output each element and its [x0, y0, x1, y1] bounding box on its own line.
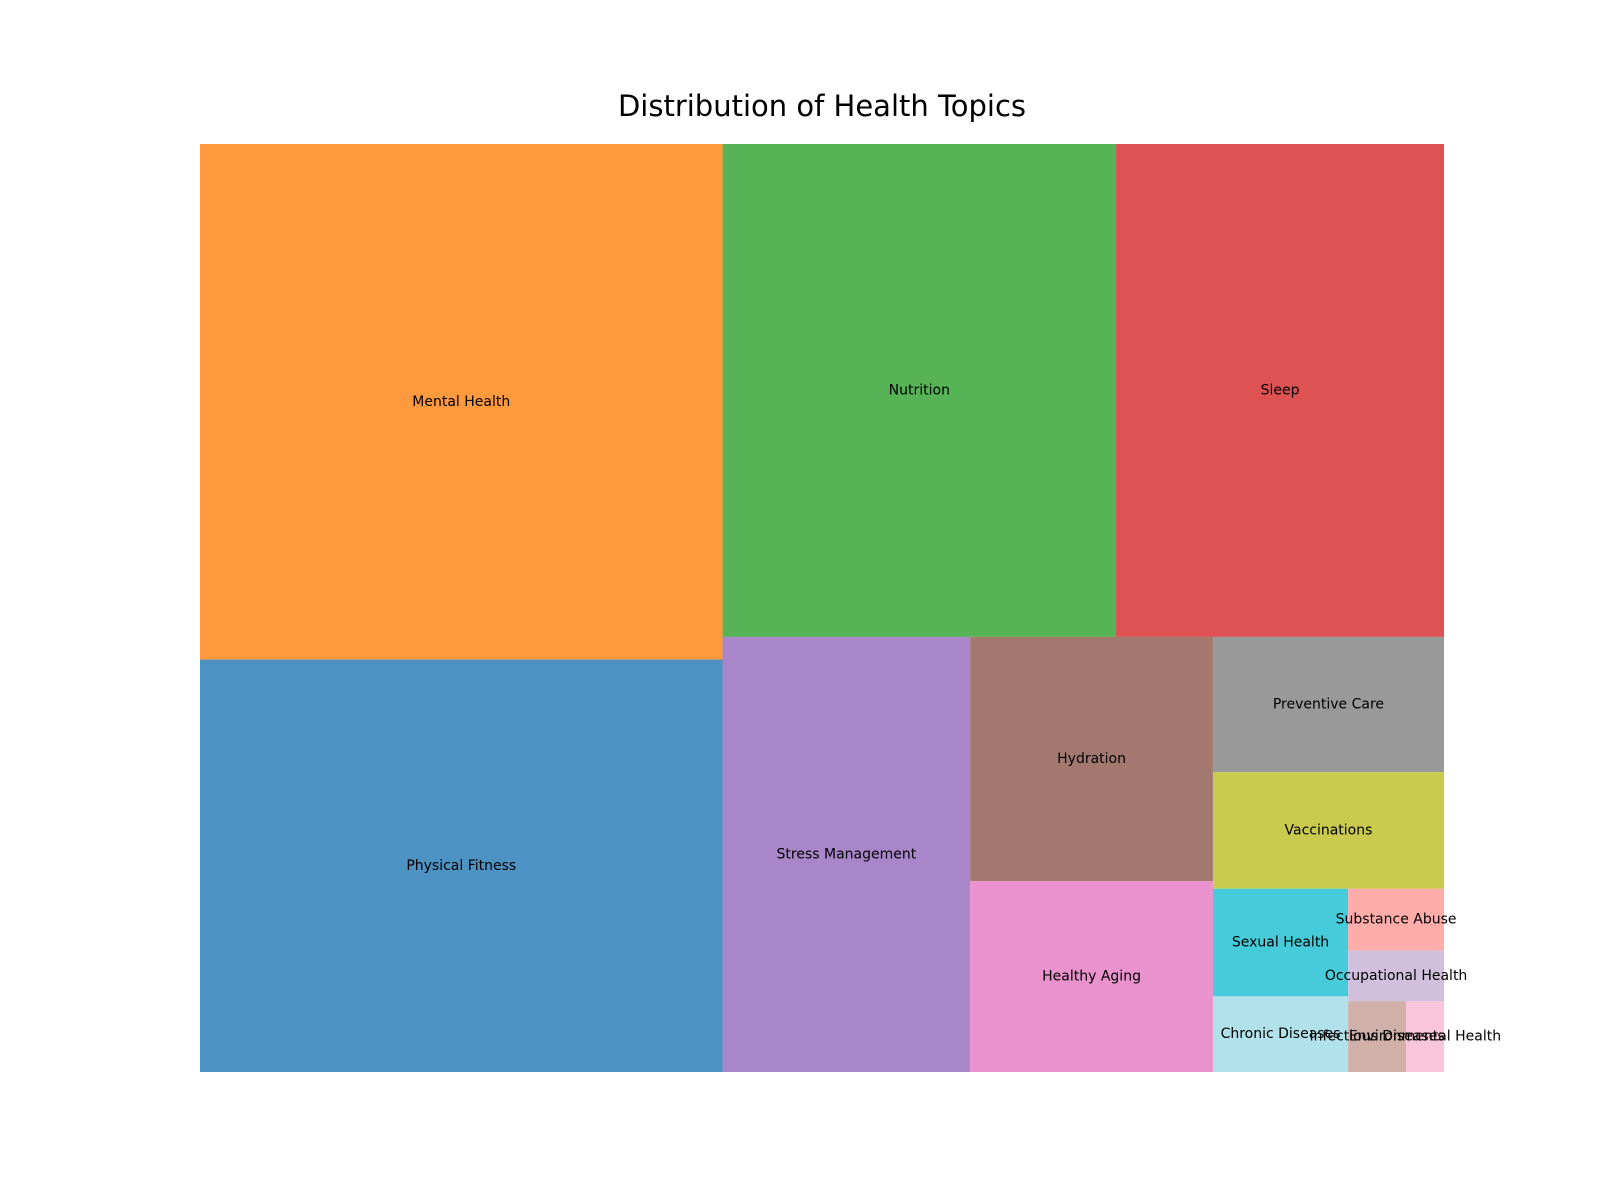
tile-environmental-health [1405, 1001, 1444, 1072]
tile-label-nutrition: Nutrition [889, 382, 950, 398]
tile-label-mental-health: Mental Health [412, 394, 510, 410]
tile-preventive-care [1212, 636, 1444, 773]
tile-label-preventive-care: Preventive Care [1273, 697, 1384, 713]
tile-substance-abuse [1348, 888, 1444, 951]
tile-label-substance-abuse: Substance Abuse [1336, 912, 1457, 928]
tile-vaccinations [1212, 772, 1444, 889]
tile-sexual-health [1212, 888, 1349, 997]
tile-label-physical-fitness: Physical Fitness [406, 858, 516, 874]
tile-healthy-aging [970, 881, 1213, 1072]
tile-stress-management [722, 636, 971, 1072]
tile-label-stress-management: Stress Management [777, 846, 917, 862]
tile-label-healthy-aging: Healthy Aging [1042, 969, 1141, 985]
tile-hydration [970, 636, 1213, 882]
tile-label-sleep: Sleep [1261, 382, 1300, 398]
tile-infectious-diseases [1348, 1001, 1406, 1072]
tile-label-infectious-diseases: Infectious Diseases [1309, 1029, 1444, 1045]
tile-label-chronic-diseases: Chronic Diseases [1221, 1026, 1341, 1042]
tile-label-sexual-health: Sexual Health [1232, 935, 1329, 951]
tile-label-occupational-health: Occupational Health [1325, 968, 1467, 984]
tile-mental-health [200, 144, 723, 660]
tile-label-vaccinations: Vaccinations [1285, 822, 1373, 838]
tile-physical-fitness [200, 659, 723, 1072]
treemap-labels: Mental Health Physical Fitness Nutrition Sl… [406, 382, 1501, 1044]
tile-chronic-diseases [1212, 996, 1349, 1072]
chart-title: Distribution of Health Topics [618, 89, 1026, 123]
tile-sleep [1116, 144, 1444, 637]
treemap-tiles [200, 144, 1444, 1072]
tile-nutrition [722, 144, 1117, 637]
tile-label-environmental-health: Environmental Health [1349, 1029, 1501, 1045]
tile-occupational-health [1348, 950, 1444, 1002]
tile-label-hydration: Hydration [1057, 751, 1126, 767]
